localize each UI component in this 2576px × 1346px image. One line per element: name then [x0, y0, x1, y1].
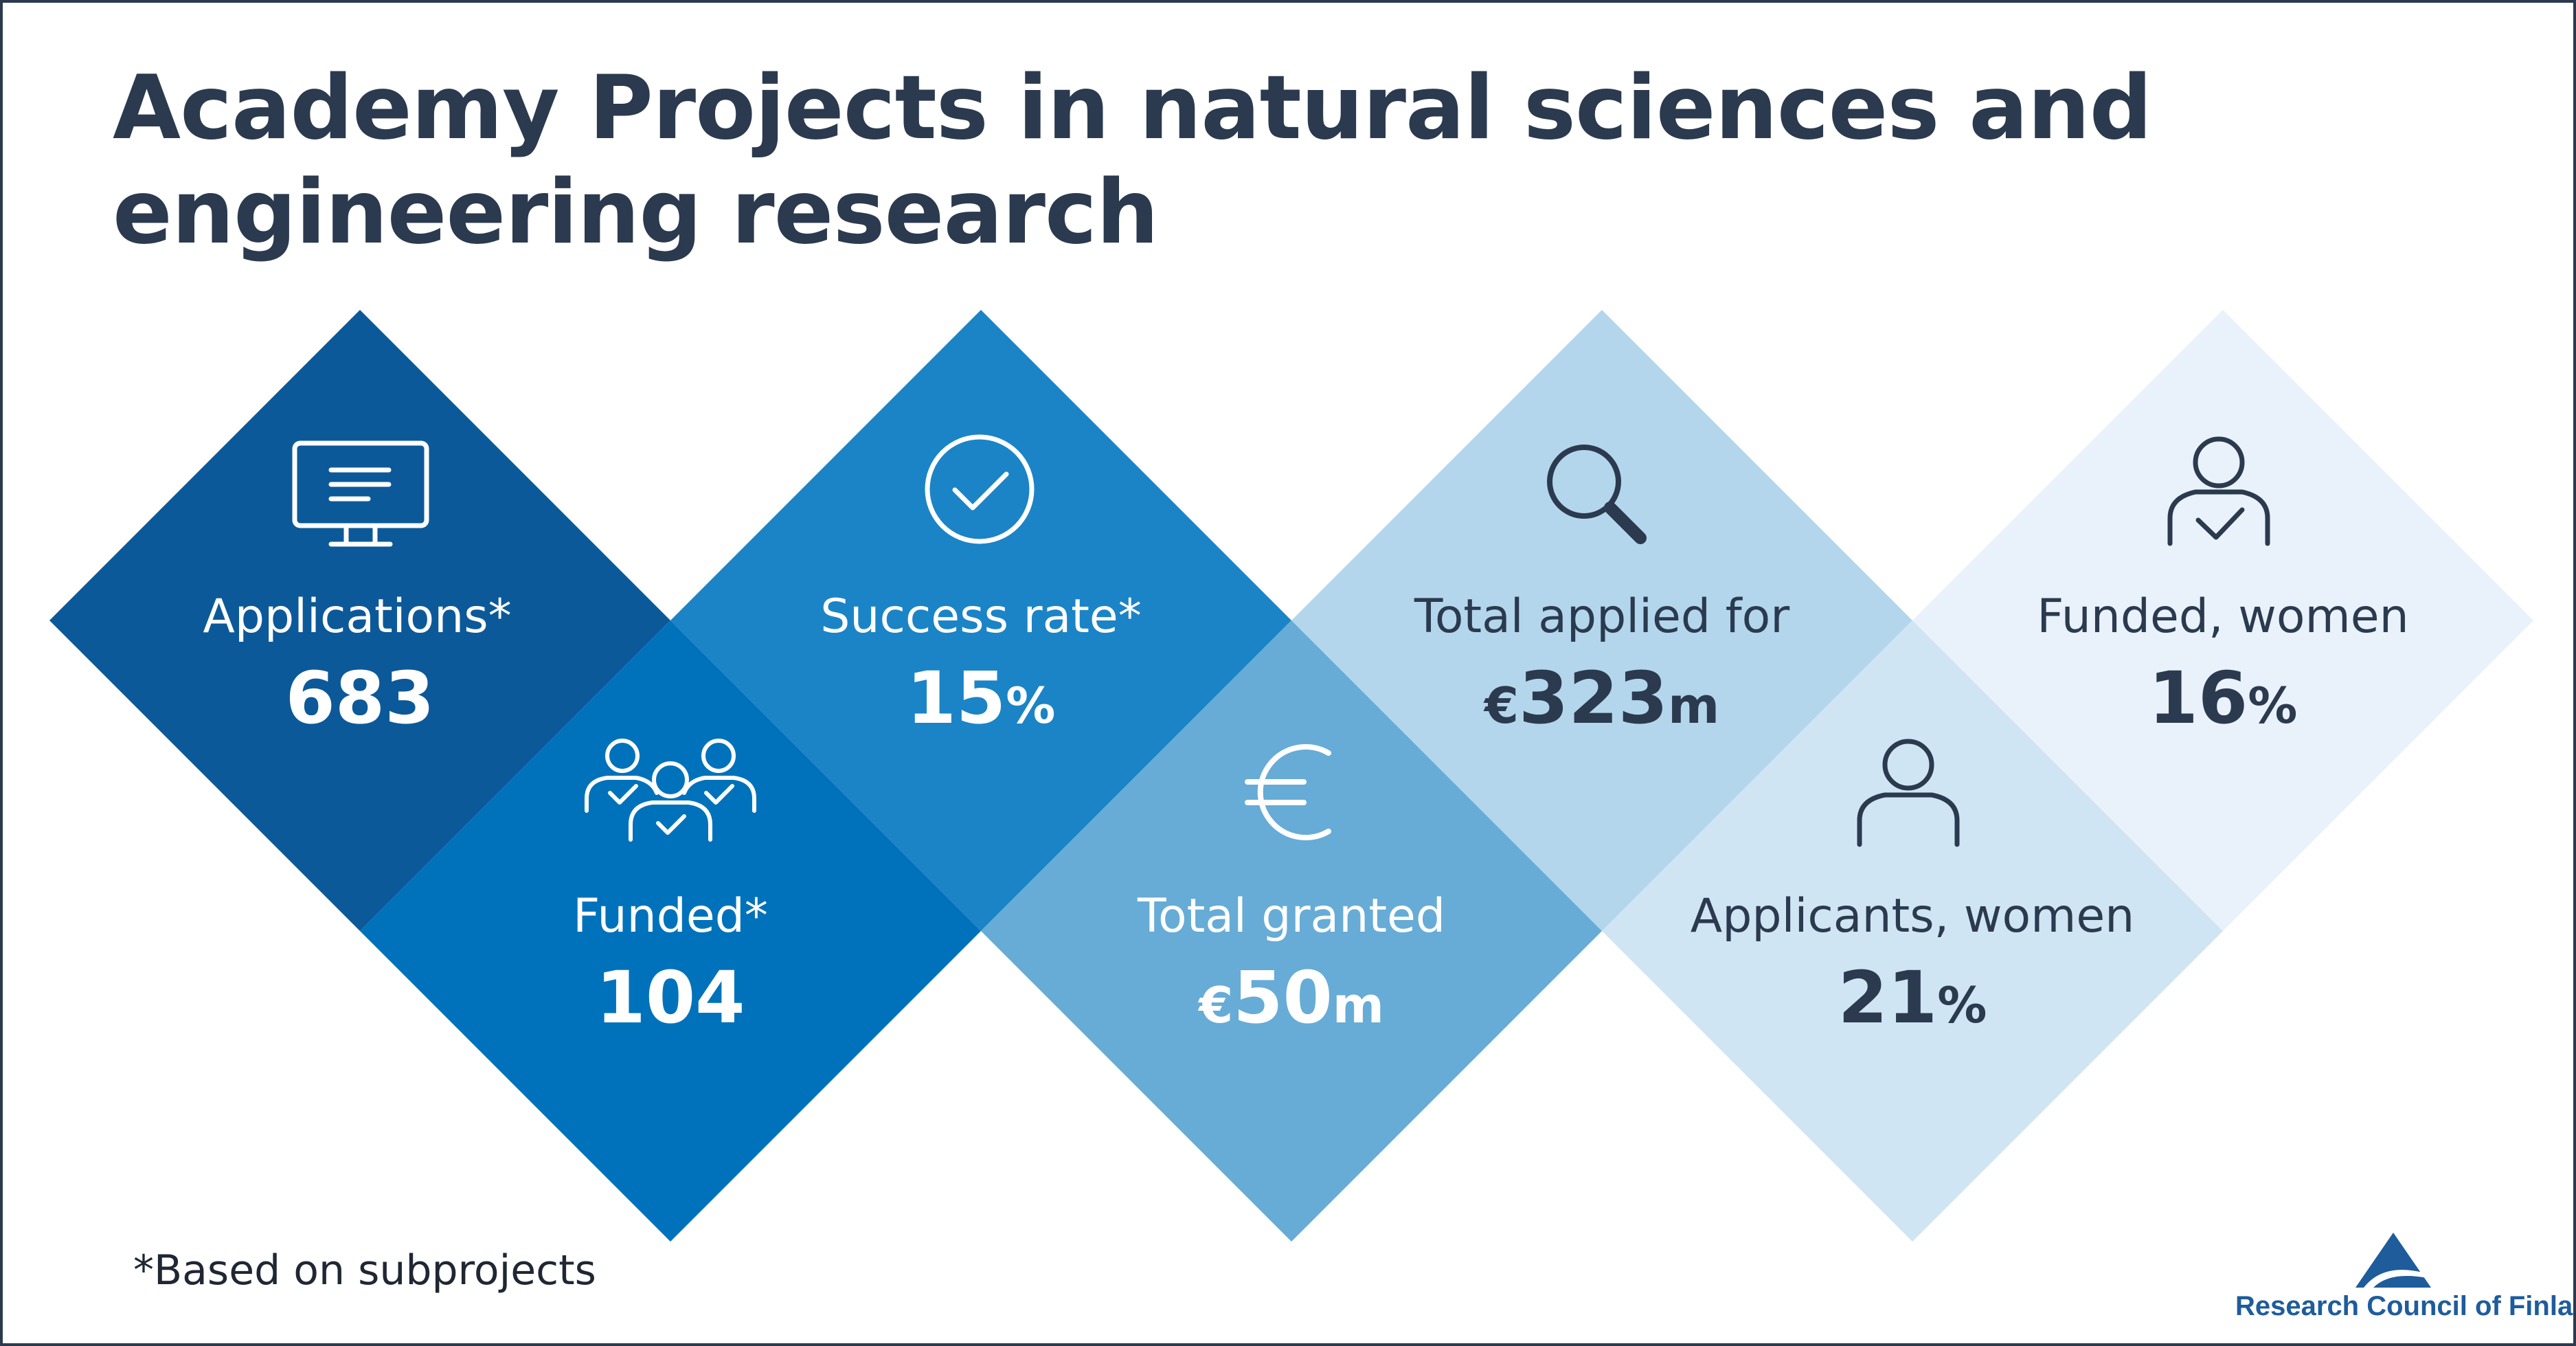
applications-value: 683	[285, 656, 435, 740]
title-line-2: engineering research	[113, 161, 1159, 264]
overlap-region-4	[1291, 620, 1602, 931]
group-check-icon	[585, 739, 756, 842]
total-applied-value: €323m	[1484, 656, 1720, 740]
total-granted-value: €50m	[1199, 956, 1384, 1040]
total-granted-label: Total granted	[1138, 889, 1445, 943]
overlap-region-2	[670, 620, 981, 931]
success-rate-label: Success rate*	[820, 590, 1142, 644]
monitor-icon	[292, 440, 429, 547]
overlap-region-6	[1912, 620, 2223, 931]
applicants-women-value: 21%	[1838, 956, 1987, 1040]
funded-label: Funded*	[573, 889, 768, 943]
footnote: *Based on subprojects	[133, 1246, 596, 1294]
applicants-women-label: Applicants, women	[1690, 889, 2135, 943]
overlap-region-3	[981, 620, 1291, 931]
euro-icon	[1245, 744, 1331, 840]
person-icon	[1857, 739, 1960, 847]
magnifier-icon	[1547, 445, 1647, 544]
overlap-region-5	[1602, 620, 1912, 931]
logo-text: Research Council of Finland	[2235, 1291, 2576, 1321]
funded-value: 104	[596, 956, 745, 1040]
overlap-region-1b	[360, 620, 670, 931]
success-rate-value: 15%	[906, 656, 1056, 740]
person-check-icon	[2167, 436, 2270, 546]
applications-label: Applications*	[203, 590, 512, 644]
check-circle-icon	[925, 434, 1035, 544]
diamond-diagram	[49, 310, 2533, 1242]
funded-women-value: 16%	[2148, 656, 2298, 740]
funded-women-label: Funded, women	[2037, 590, 2409, 644]
research-council-logo-icon	[2355, 1233, 2431, 1288]
page-title: Academy Projects in natural sciences and…	[113, 56, 2311, 265]
title-line-1: Academy Projects in natural sciences and	[113, 57, 2152, 159]
total-applied-label: Total applied for	[1414, 590, 1790, 644]
